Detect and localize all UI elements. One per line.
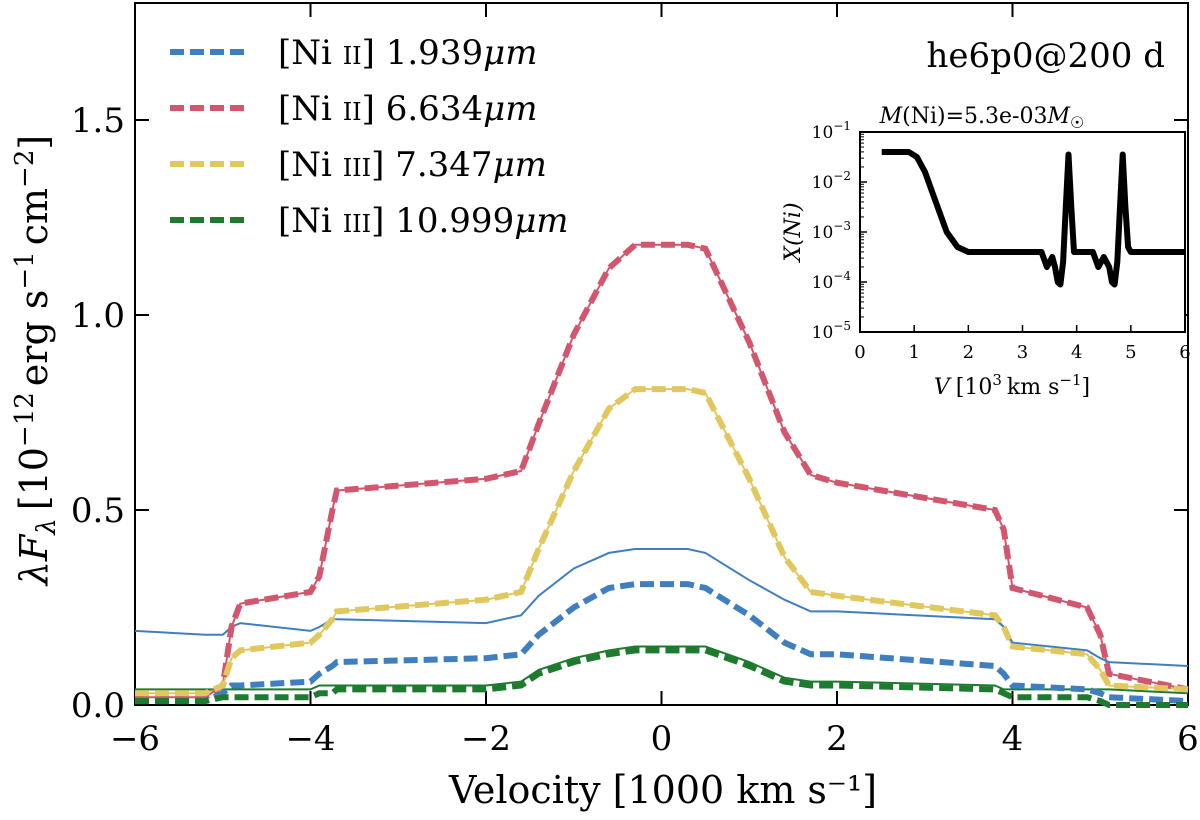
- main-series: [134, 241, 1189, 708]
- inset-x-tick-label: 1: [908, 342, 919, 363]
- inset-x-tick-label: 4: [1071, 342, 1082, 363]
- chart-title: he6p0@200 d: [926, 36, 1165, 76]
- x-tick-label: −2: [461, 719, 511, 759]
- inset-y-tick-label: 10−5: [812, 319, 851, 343]
- x-tick-label: 6: [1177, 719, 1199, 759]
- y-tick-label: 1.0: [71, 296, 125, 336]
- inset-title: M(Ni)=5.3e-03M☉: [879, 104, 1085, 132]
- y-tick-label: 0.0: [71, 686, 125, 726]
- legend-label: [Ni III] 10.999μm: [278, 201, 569, 241]
- svg-text:λFλ[10−12erg s−1cm−2]: λFλ[10−12erg s−1cm−2]: [10, 135, 62, 587]
- inset-series: [881, 149, 1185, 288]
- solid-line: [135, 388, 1189, 695]
- inset-y-tick-label: 10−2: [812, 169, 851, 193]
- inset-x-axis-label: V [103 km s−1]: [934, 371, 1090, 400]
- x-tick-label: 4: [1002, 719, 1024, 759]
- dashed-line: [135, 241, 1189, 701]
- x-tick-label: −4: [285, 719, 335, 759]
- y-tick-label: 0.5: [71, 491, 125, 531]
- inset: M(Ni)=5.3e-03M☉ 0 1 2 3 4 5 6 10−1 10−2 10−3 10−4 1…: [781, 104, 1191, 400]
- inset-frame: [859, 131, 1186, 333]
- inset-y-axis-label: X(Ni): [781, 202, 806, 263]
- dashed-line: [135, 386, 1189, 697]
- x-axis-label: Velocity [1000 km s⁻¹]: [448, 768, 877, 812]
- inset-x-tick-label: 3: [1017, 342, 1028, 363]
- solid-line: [135, 645, 1189, 695]
- x-tick-label: 0: [651, 719, 673, 759]
- legend: [Ni II] 1.939μm [Ni II] 6.634μm [Ni III] 7…: [170, 33, 569, 241]
- inset-x-tick-label: 0: [854, 342, 865, 363]
- inset-x-tick-label: 5: [1125, 342, 1136, 363]
- x-tick-label: −6: [110, 719, 160, 759]
- legend-label: [Ni II] 6.634μm: [278, 89, 537, 129]
- dashed-line: [135, 647, 1188, 708]
- y-tick-label: 1.5: [71, 101, 125, 141]
- inset-x-tick-label: 2: [963, 342, 974, 363]
- dashed-line: [135, 581, 1189, 705]
- inset-x-tick-label: 6: [1179, 342, 1190, 363]
- x-tick-label: 2: [826, 719, 848, 759]
- inset-y-tick-label: 10−3: [812, 219, 851, 243]
- main-ticks: −6 −4 −2 0 2 4 6 0.0 0.5 1.0 1.5: [71, 3, 1199, 759]
- legend-label: [Ni III] 7.347μm: [278, 145, 547, 185]
- inset-ticks: 0 1 2 3 4 5 6 10−1 10−2 10−3 10−4 10−5: [812, 119, 1191, 363]
- y-axis-label: λFλ[10−12erg s−1cm−2]: [10, 135, 62, 587]
- inset-y-tick-label: 10−1: [812, 119, 851, 143]
- inset-y-tick-label: 10−4: [812, 269, 852, 293]
- inset-line: [881, 149, 1185, 288]
- legend-label: [Ni II] 1.939μm: [278, 33, 537, 73]
